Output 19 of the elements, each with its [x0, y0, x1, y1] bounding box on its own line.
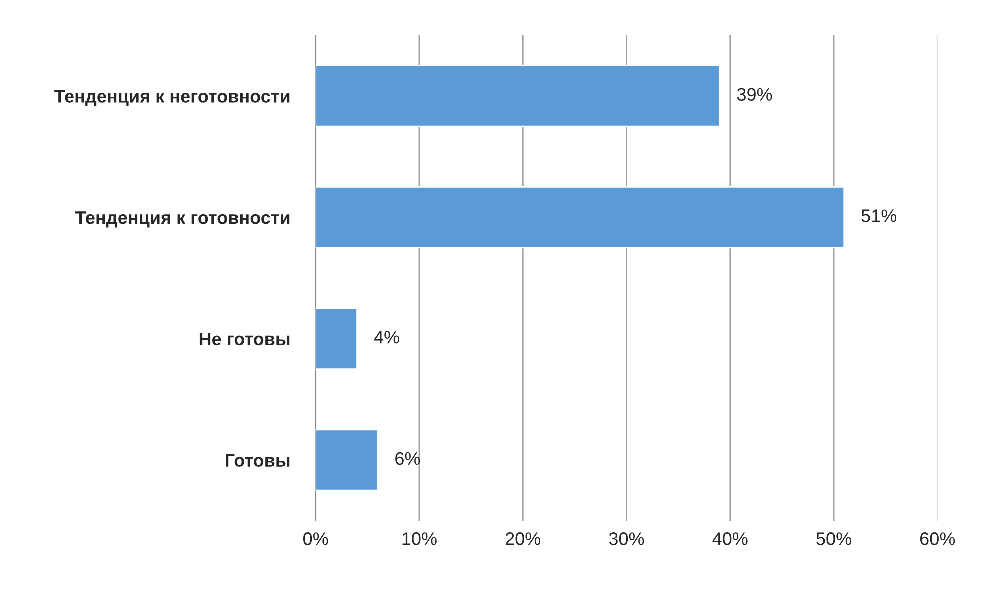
bar — [316, 308, 358, 370]
x-tick-label: 40% — [712, 532, 748, 546]
bar — [316, 429, 379, 492]
y-tick-label: Тенденция к неготовности — [54, 90, 290, 106]
x-tick-label: 0% — [303, 532, 328, 546]
x-tick-label: 50% — [816, 532, 852, 546]
y-tick-label: Тенденция к готовности — [76, 212, 290, 228]
data-label: 6% — [396, 452, 420, 466]
data-label: 4% — [374, 331, 400, 344]
x-tick-label: 20% — [506, 532, 541, 546]
x-tick-label: 60% — [920, 532, 956, 546]
bar — [316, 65, 721, 128]
x-tick-label: 10% — [402, 532, 437, 546]
y-tick-label: Готовы — [226, 454, 290, 467]
bar — [316, 186, 846, 249]
y-tick-label: Не готовы — [200, 333, 290, 346]
data-label: 39% — [737, 88, 772, 102]
x-tick-label: 30% — [609, 532, 644, 546]
data-label: 51% — [862, 210, 897, 222]
